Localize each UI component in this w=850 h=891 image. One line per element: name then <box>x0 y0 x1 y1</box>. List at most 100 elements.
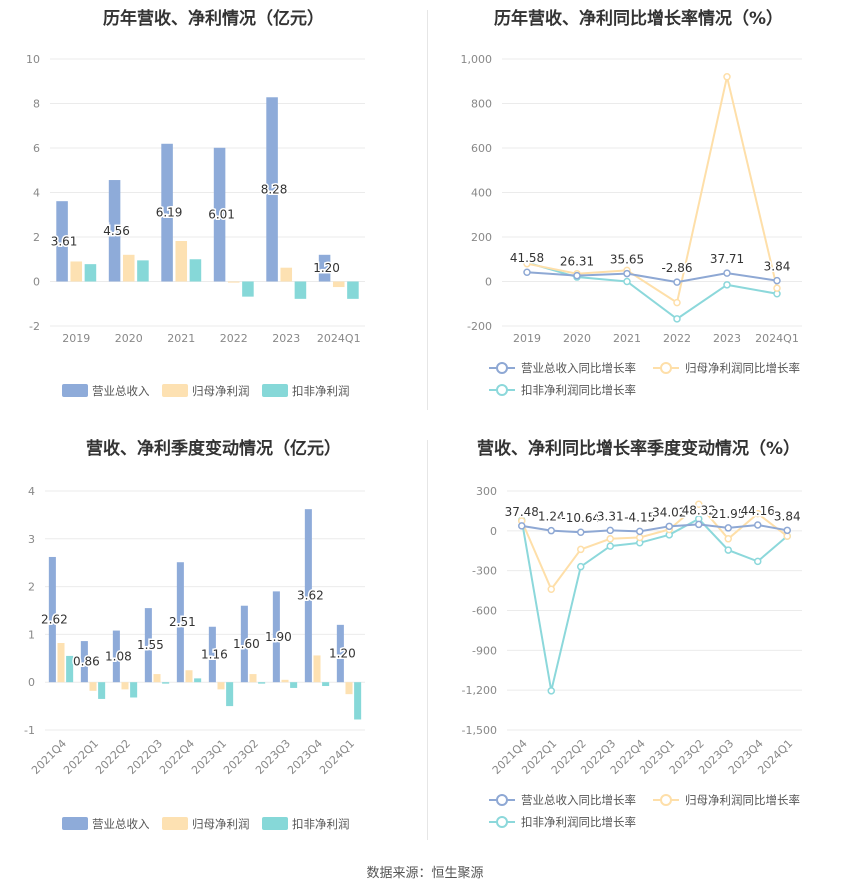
data-point <box>754 521 762 529</box>
data-label: 3.84 <box>774 509 801 523</box>
legend-marker <box>496 384 508 396</box>
y-tick-label: 600 <box>471 142 492 155</box>
bar <box>347 281 359 299</box>
chart-title: 营收、净利同比增长率季度变动情况（%） <box>476 439 801 459</box>
bar <box>137 260 149 282</box>
x-tick-label: 2022 <box>220 332 248 345</box>
data-point <box>773 284 781 292</box>
data-label: 2.62 <box>41 613 68 627</box>
y-tick-label: 2 <box>33 231 40 244</box>
quarterly-revenue-profit-chart: -1012342021Q42022Q12022Q22022Q32022Q4202… <box>24 485 365 831</box>
data-point <box>523 268 531 276</box>
bar <box>281 679 289 683</box>
bar <box>226 682 234 707</box>
y-tick-label: 400 <box>471 187 492 200</box>
data-point <box>783 526 791 535</box>
bar <box>194 678 202 683</box>
data-label: 2.51 <box>169 615 196 629</box>
bar <box>162 682 170 684</box>
data-point <box>673 315 681 323</box>
data-label: 1.55 <box>137 638 164 652</box>
bar <box>66 655 74 683</box>
annual-growth-rate-chart: -200 0 200 400 600 800 1,000 2019 2020 2021 2022 20… <box>461 53 802 397</box>
data-label: 3.84 <box>764 260 791 274</box>
data-label: 37.48 <box>505 505 539 519</box>
data-point <box>606 542 614 550</box>
data-label: 1.60 <box>233 637 260 651</box>
chart-panel-annual-growth: 历年营收、净利同比增长率情况（%） -200 0 200 400 600 800 1,000… <box>427 0 850 420</box>
bar <box>294 281 307 299</box>
bar <box>208 626 216 683</box>
data-label: 41.58 <box>510 251 544 265</box>
bar <box>242 281 254 297</box>
y-tick-label: 300 <box>476 485 497 498</box>
chart-title: 营收、净利季度变动情况（亿元） <box>86 439 341 459</box>
legend-swatch <box>62 384 88 397</box>
data-label: 6.01 <box>208 208 235 222</box>
y-tick-label: 1 <box>28 628 35 641</box>
bar <box>108 180 121 282</box>
legend-label: 扣非净利润 <box>292 384 350 398</box>
bar <box>345 682 353 695</box>
legend-marker <box>660 362 672 374</box>
data-point <box>754 557 762 566</box>
bar <box>80 641 88 683</box>
legend-label: 营业总收入同比增长率 <box>521 793 636 807</box>
bar <box>144 608 152 683</box>
bar <box>130 682 138 698</box>
quarterly-growth-rate-chart: -1,500-1,200-900-600-30003002021Q42022Q1… <box>462 485 803 829</box>
y-tick-label: 10 <box>26 53 40 66</box>
bar <box>70 261 83 282</box>
data-label: 3.62 <box>297 589 324 603</box>
bar <box>322 682 330 687</box>
y-tick-label: 4 <box>28 485 35 498</box>
data-point <box>773 276 781 285</box>
series-line <box>526 76 778 305</box>
y-tick-label: 800 <box>471 98 492 111</box>
data-label: 35.65 <box>610 253 644 267</box>
bar <box>266 97 278 282</box>
legend-label: 营业总收入同比增长率 <box>521 361 636 375</box>
series-line <box>526 271 778 284</box>
y-tick-label: -600 <box>472 605 497 618</box>
data-point <box>723 73 731 81</box>
legend-label: 归母净利润 <box>192 384 250 398</box>
bar <box>56 201 68 282</box>
legend-label: 营业总收入 <box>92 384 150 398</box>
legend-marker <box>496 362 508 374</box>
x-tick-label: 2019 <box>513 332 541 345</box>
series-line <box>521 523 788 534</box>
bar <box>304 509 312 683</box>
annual-revenue-profit-chart: -2 0 2 4 6 8 10 2019 2020 2021 2022 2023 2024Q1 3.61 4… <box>26 53 365 398</box>
bar <box>240 605 248 683</box>
bar <box>48 556 56 683</box>
bar <box>280 267 293 282</box>
y-tick-label: 0 <box>490 525 497 538</box>
bar <box>227 281 240 283</box>
bar <box>161 143 173 282</box>
data-label: 1.24 <box>538 510 565 524</box>
x-tick-label: 2024Q1 <box>317 737 357 777</box>
bar <box>354 682 362 720</box>
data-label: 3.61 <box>51 234 78 248</box>
bar <box>332 281 345 288</box>
data-point <box>695 520 703 529</box>
data-point <box>547 687 555 695</box>
y-tick-label: -1 <box>24 724 35 737</box>
data-point <box>523 259 531 268</box>
legend-swatch <box>62 817 88 830</box>
chart-title: 历年营收、净利同比增长率情况（%） <box>493 9 784 29</box>
data-label: 8.28 <box>261 182 288 196</box>
bar <box>185 670 193 683</box>
bar <box>84 264 97 282</box>
bar <box>98 682 106 699</box>
bar <box>313 655 321 683</box>
data-label: 26.31 <box>560 255 594 269</box>
data-label: 1.16 <box>201 647 228 661</box>
y-tick-label: -200 <box>467 320 492 333</box>
series-line <box>520 517 788 692</box>
legend-label: 扣非净利润 <box>292 817 350 831</box>
chart-panel-quarterly-bars: 营收、净利季度变动情况（亿元） -1 0 1 2 3 4 2021Q4 2022Q1 2022Q… <box>0 428 427 853</box>
data-label: 1.20 <box>329 647 356 661</box>
data-point <box>606 526 614 535</box>
